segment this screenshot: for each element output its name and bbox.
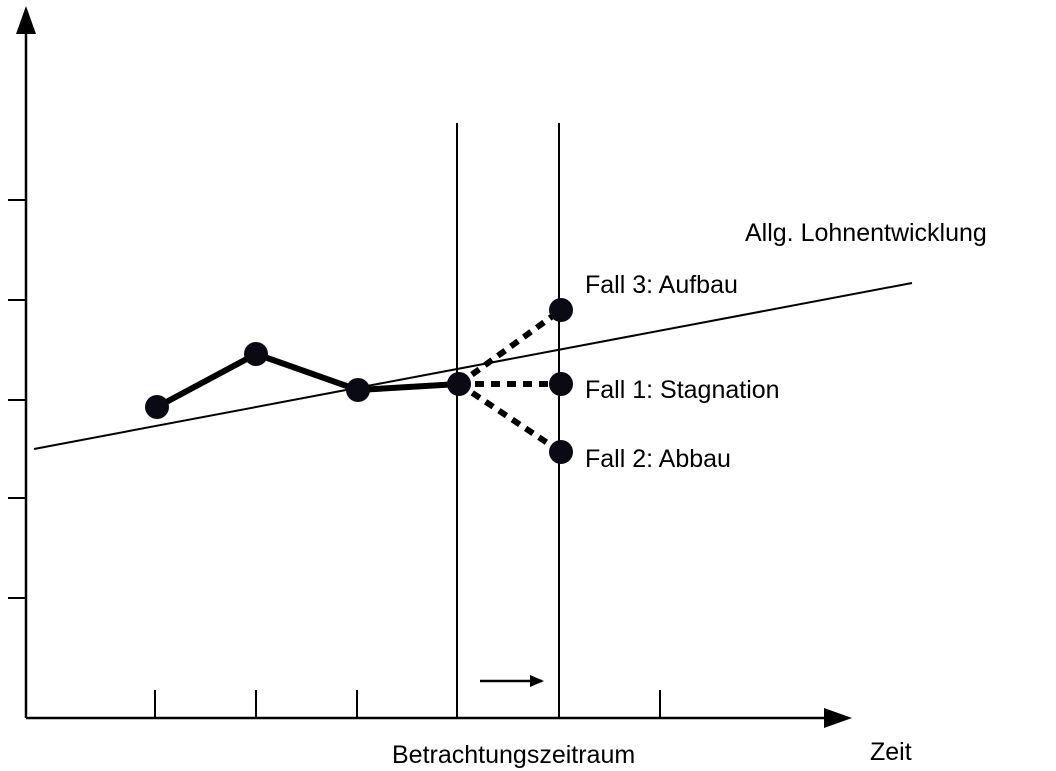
marker-point: [244, 342, 268, 366]
marker-point: [145, 395, 169, 419]
trend-label: Allg. Lohnentwicklung: [745, 219, 987, 247]
y-axis-arrowhead: [16, 6, 36, 34]
trend-line: [33, 282, 913, 450]
case1-label: Fall 1: Stagnation: [585, 376, 780, 404]
marker-point: [346, 378, 370, 402]
case2-dashed-line: [457, 381, 563, 455]
history-line: [155, 351, 460, 410]
case3-dashed-line: [457, 307, 563, 387]
case2-marker: [549, 440, 573, 464]
x-axis-arrowhead: [824, 708, 852, 728]
case3-label: Fall 3: Aufbau: [585, 271, 738, 299]
period-label: Betrachtungszeitraum: [392, 741, 635, 769]
case2-label: Fall 2: Abbau: [585, 445, 731, 473]
y-axis: [8, 6, 36, 718]
time-axis-label: Zeit: [870, 738, 912, 766]
case3-marker: [549, 298, 573, 322]
x-axis: [26, 690, 852, 728]
case1-marker: [549, 372, 573, 396]
marker-point: [447, 372, 471, 396]
history-markers: [145, 342, 471, 419]
